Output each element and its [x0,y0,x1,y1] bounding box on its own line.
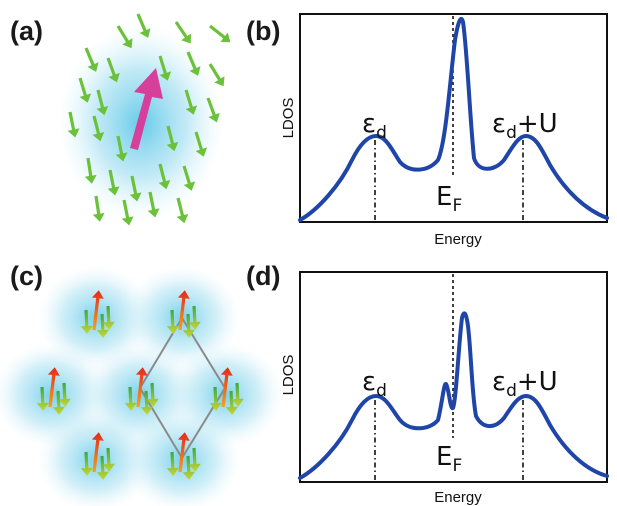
conduction-spin-arrow [182,313,195,338]
conduction-spin-arrow [182,455,195,480]
conduction-spin-arrow [209,386,222,411]
small-spin-arrow [78,77,92,103]
small-spin-arrow [129,175,142,202]
conduction-spin-arrow [96,455,109,480]
small-spin-arrow [186,51,201,76]
local-spin-arrow [91,290,104,331]
conduction-spin-arrow [96,313,109,338]
local-spin-arrow [47,367,60,408]
small-spin-arrow [166,125,179,152]
conduction-spin-arrow [188,447,201,472]
small-spin-arrow [107,169,120,196]
small-spin-arrow [208,63,225,87]
small-spin-arrow [136,13,151,38]
conduction-spin-arrows [67,13,231,226]
lattice-spins [36,290,244,480]
conduction-spin-arrow [166,309,179,334]
small-spin-arrow [147,191,160,218]
panel-b-label: (b) [246,16,280,46]
ldos-curve-b [298,16,609,222]
panel-c: (c) [0,261,283,506]
ldos-curve-d [298,311,609,480]
plot-frame-d [299,271,608,483]
peak-label-ed-b: εd [362,109,387,143]
small-spin-arrow [206,97,220,123]
small-spin-arrow [84,47,99,72]
panel-a-label: (a) [10,16,43,46]
conduction-spin-arrow [225,390,238,415]
panel-d-label: (d) [246,261,280,291]
conduction-spin-arrow [36,386,49,411]
local-spin-arrow [177,432,190,473]
small-spin-arrow [182,165,196,191]
local-spin-arrow [91,432,104,473]
small-spin-arrow [176,197,189,224]
small-spin-arrow [121,199,134,226]
small-spin-arrow [115,135,128,162]
conduction-spin-arrow [80,451,93,476]
small-spin-arrow [92,115,105,142]
peak-label-ed-d: εd [362,367,387,401]
small-spin-arrow [84,157,97,184]
local-spin-arrow [135,367,148,408]
panel-b: (b) LDOS Energy εd εd+U EF [246,13,609,248]
small-spin-arrow [92,195,105,222]
panel-c-label: (c) [10,261,43,291]
small-spin-arrow [116,25,133,49]
small-spin-arrow [174,21,192,44]
panel-a: (a) [10,13,231,226]
small-spin-arrow [184,89,198,115]
ylabel-d: LDOS [280,355,297,396]
plot-frame-b [299,13,608,223]
small-spin-arrow [96,89,109,116]
small-spin-arrow [67,111,80,138]
conduction-spin-arrow [124,386,137,411]
small-spin-arrow [209,24,231,43]
ylabel-b: LDOS [280,98,297,139]
small-spin-arrow [106,57,120,83]
xlabel-b: Energy [434,231,482,248]
conduction-spin-arrow [140,390,153,415]
peak-label-edU-d: εd+U [492,367,558,401]
xlabel-d: Energy [434,489,482,506]
conduction-spin-arrow [166,451,179,476]
small-spin-arrow [158,55,172,81]
local-spin-arrow [177,290,190,331]
conduction-spin-arrow [188,305,201,330]
conduction-spin-arrow [80,309,93,334]
conduction-spin-arrow [102,305,115,330]
panel-d: (d) LDOS Energy εd εd+U EF [246,261,609,506]
conduction-spin-arrow [52,390,65,415]
conduction-spin-arrow [231,382,244,407]
small-spin-arrow [194,131,208,157]
fermi-label-d: EF [436,442,462,476]
impurity-spin-arrow [130,68,163,150]
conduction-spin-arrow [146,382,159,407]
local-spin-arrow [220,367,233,408]
conduction-spin-arrow [58,382,71,407]
fermi-label-b: EF [436,182,462,216]
peak-label-edU-b: εd+U [492,109,558,143]
conduction-spin-arrow [102,447,115,472]
small-spin-arrow [158,163,171,190]
